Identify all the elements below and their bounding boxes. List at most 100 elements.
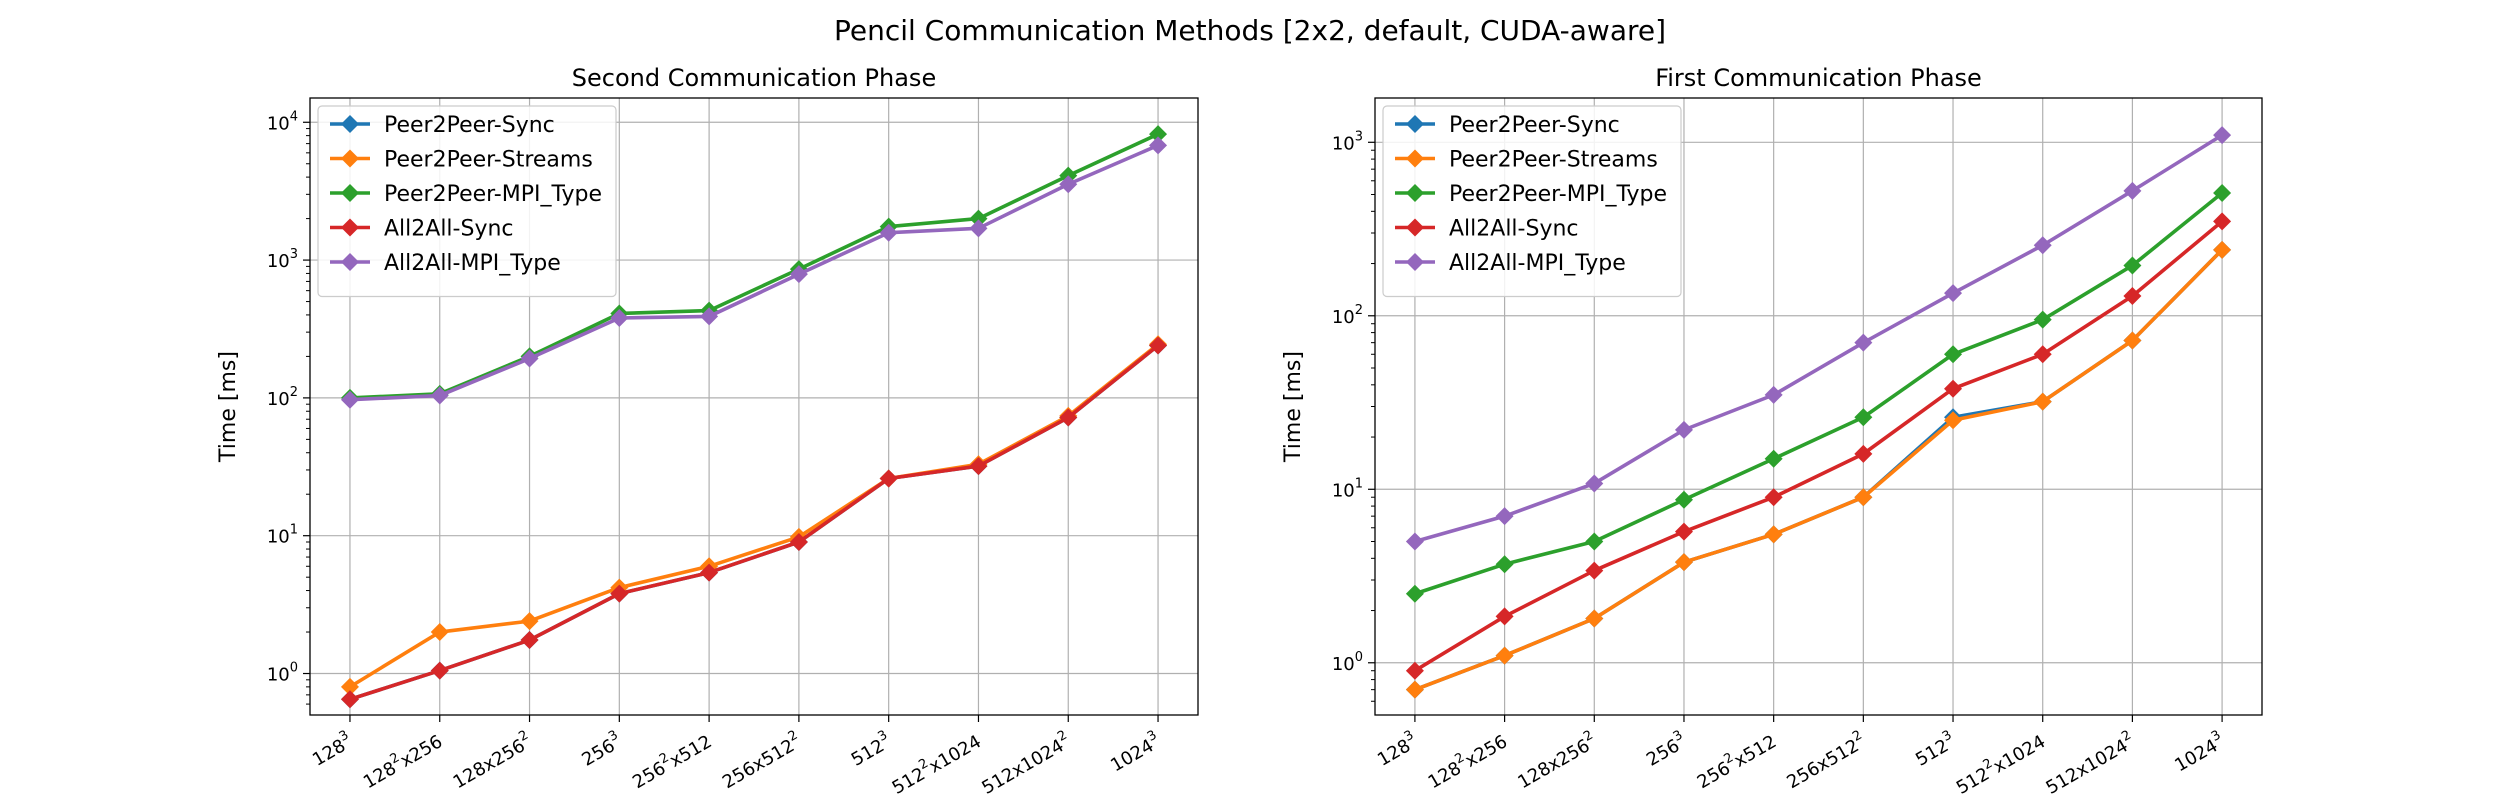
legend-label: All2All-MPI_Type <box>384 251 561 276</box>
y-axis-label: Time [ms] <box>216 351 241 463</box>
data-point <box>1149 136 1168 155</box>
data-point <box>1674 522 1693 541</box>
data-point <box>1585 561 1604 580</box>
data-point <box>1495 607 1514 626</box>
series-line <box>1414 191 2224 596</box>
legend-marker <box>1406 253 1424 271</box>
y-tick-label: 100 <box>267 661 298 686</box>
data-point <box>700 563 719 582</box>
data-point <box>1585 474 1604 493</box>
data-point <box>610 584 629 603</box>
data-point <box>789 265 808 284</box>
data-point <box>1674 420 1693 439</box>
series-All2All-Sync <box>340 336 1168 709</box>
y-axis-label: Time [ms] <box>1281 351 1306 463</box>
y-tick-label: 102 <box>267 385 298 410</box>
legend-box <box>1382 105 1682 298</box>
series-All2All-Sync <box>1405 212 2232 680</box>
data-point <box>1585 609 1604 628</box>
data-point <box>340 690 359 709</box>
series-Peer2Peer-Streams <box>1405 240 2232 699</box>
data-point <box>1059 408 1078 427</box>
data-point <box>430 661 449 680</box>
data-point <box>1059 175 1078 194</box>
legend-marker <box>1406 149 1424 168</box>
data-point <box>520 631 539 650</box>
data-point <box>2033 310 2052 329</box>
legend-label: Peer2Peer-Sync <box>1449 113 1620 138</box>
series-All2All-MPI_Type <box>1405 126 2232 551</box>
legend-marker <box>1406 115 1424 133</box>
data-point <box>1944 345 1963 364</box>
data-point <box>1854 444 1873 463</box>
y-tick-label: 102 <box>1332 303 1363 328</box>
data-point <box>1944 411 1963 430</box>
data-point <box>1854 408 1873 427</box>
data-point <box>340 677 359 696</box>
legend-label: Peer2Peer-Streams <box>384 148 593 173</box>
data-point <box>1764 525 1783 544</box>
data-point <box>1764 385 1783 404</box>
data-point <box>1405 680 1424 699</box>
legend-label: Peer2Peer-Sync <box>384 113 555 138</box>
data-point <box>1405 532 1424 551</box>
data-point <box>1405 584 1424 603</box>
y-tick-label: 101 <box>1332 476 1363 501</box>
data-point <box>340 390 359 409</box>
data-point <box>969 209 988 228</box>
data-point <box>879 469 898 488</box>
data-point <box>2033 345 2052 364</box>
series-All2All-MPI_Type <box>340 136 1168 409</box>
data-point <box>520 349 539 368</box>
legend: Peer2Peer-Sync Peer2Peer-Streams Peer2Peer… <box>317 105 617 298</box>
data-point <box>700 307 719 326</box>
data-point <box>1764 449 1783 468</box>
legend: Peer2Peer-Sync Peer2Peer-Streams Peer2Peer… <box>1382 105 1682 298</box>
y-tick-label: 103 <box>267 247 298 272</box>
data-point <box>430 386 449 405</box>
y-tick-label: 101 <box>267 523 298 548</box>
subplot-title: First Communication Phase <box>1655 64 1982 92</box>
legend-marker <box>341 115 359 133</box>
data-point <box>1149 125 1168 144</box>
data-point <box>1495 507 1514 526</box>
legend-box <box>317 105 617 298</box>
legend-label: Peer2Peer-MPI_Type <box>1449 182 1667 207</box>
data-point <box>2123 256 2142 275</box>
data-point <box>1585 532 1604 551</box>
data-point <box>2213 212 2232 231</box>
legend-label: All2All-Sync <box>1449 217 1579 242</box>
series-line <box>1414 248 2224 692</box>
series-line <box>349 344 1160 702</box>
data-point <box>610 308 629 327</box>
data-point <box>2123 331 2142 350</box>
data-point <box>1674 490 1693 509</box>
data-point <box>1495 555 1514 574</box>
data-point <box>430 623 449 642</box>
series-line <box>349 143 1159 402</box>
data-point <box>2213 240 2232 259</box>
legend-marker <box>341 253 359 271</box>
legend-label: All2All-MPI_Type <box>1449 251 1626 276</box>
data-point <box>969 219 988 238</box>
data-point <box>1854 333 1873 352</box>
data-point <box>2213 184 2232 203</box>
data-point <box>1944 284 1963 303</box>
legend-marker <box>1406 184 1424 202</box>
legend-label: Peer2Peer-Streams <box>1449 148 1658 173</box>
data-point <box>2033 392 2052 411</box>
data-point <box>2033 236 2052 255</box>
data-point <box>2123 287 2142 306</box>
legend-marker <box>341 184 359 202</box>
y-tick-label: 103 <box>1332 129 1363 154</box>
y-tick-label: 104 <box>267 109 298 134</box>
data-point <box>2123 181 2142 200</box>
legend-label: All2All-Sync <box>384 217 514 242</box>
plot-frame <box>309 97 1199 716</box>
data-point <box>1764 488 1783 507</box>
data-point <box>1495 646 1514 665</box>
data-point <box>1854 488 1873 507</box>
series-line <box>1414 133 2224 544</box>
